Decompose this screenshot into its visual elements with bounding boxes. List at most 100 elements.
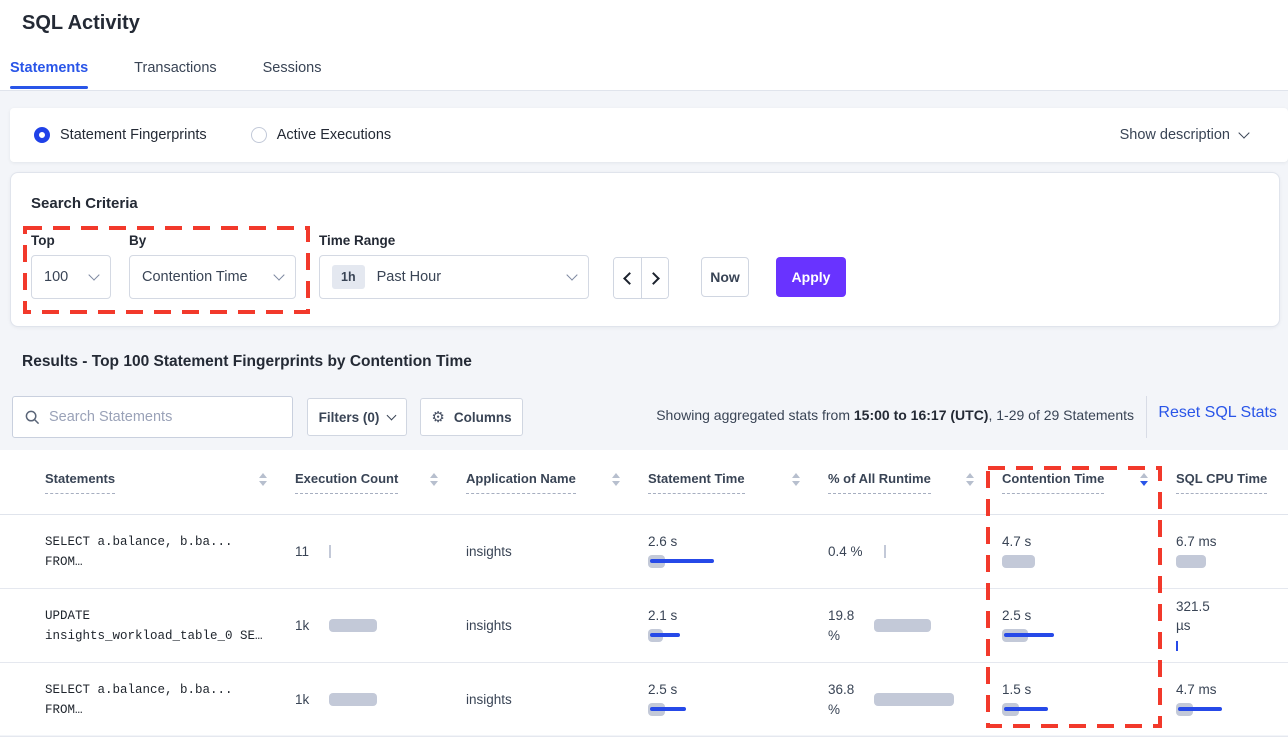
sql-cpu-time-cell: 4.7 ms [1166,682,1288,717]
application-name-cell: insights [466,544,512,559]
time-range-select[interactable]: 1h Past Hour [319,255,589,299]
sort-icon-active-desc[interactable] [1140,472,1148,486]
statement-time-bar [648,555,748,569]
filters-button[interactable]: Filters (0) [307,398,407,436]
sort-icon[interactable] [612,472,620,486]
chevron-down-icon [386,410,397,421]
contention-time-cell: 2.5 s [992,608,1166,643]
top-label: Top [31,233,55,248]
application-name-cell: insights [466,618,512,633]
column-header-execution-count[interactable]: Execution Count [285,471,456,494]
radio-label: Statement Fingerprints [60,127,207,143]
view-toggle-bar: Statement Fingerprints Active Executions… [10,108,1288,162]
runtime-pct-bar [884,544,904,559]
sort-icon[interactable] [259,472,267,486]
sort-icon[interactable] [966,472,974,486]
execution-count-bar [329,618,429,633]
chevron-down-icon [1238,127,1250,139]
chevron-down-icon [88,269,100,281]
contention-time-cell: 4.7 s [992,534,1166,569]
execution-count-cell: 11 [285,544,456,559]
contention-time-bar [1002,629,1102,643]
stats-time-range: 15:00 to 16:17 (UTC) [853,407,989,423]
columns-label: Columns [453,409,512,425]
show-description-label: Show description [1119,127,1230,143]
sql-cpu-time-bar [1176,640,1276,655]
chevron-down-icon [273,269,285,281]
gear-icon: ⚙ [431,409,445,426]
statement-link[interactable]: UPDATE insights_workload_table_0 SE… [45,608,263,643]
statement-link[interactable]: SELECT a.balance, b.ba... FROM… [45,682,233,717]
statement-time-cell: 2.6 s [638,534,818,569]
top-select[interactable]: 100 [31,255,111,299]
contention-time-bar [1002,703,1102,717]
by-select-value: Contention Time [142,269,248,285]
search-input[interactable] [49,409,280,425]
radio-label: Active Executions [276,127,392,143]
next-time-button[interactable] [641,258,668,298]
column-header-sql-cpu-time[interactable]: SQL CPU Time [1166,471,1288,494]
execution-count-bar [329,544,429,559]
sql-cpu-time-cell: 321.5 µs [1166,597,1288,655]
show-description-toggle[interactable]: Show description [1119,127,1250,143]
runtime-pct-cell: 36.8 % [818,680,992,720]
sort-icon[interactable] [430,472,438,486]
by-select[interactable]: Contention Time [129,255,296,299]
chevron-down-icon [566,269,578,281]
search-criteria-card: Search Criteria Top By Time Range 100 Co… [10,172,1280,327]
statement-time-cell: 2.5 s [638,682,818,717]
sql-cpu-time-bar [1176,703,1276,717]
runtime-pct-bar [874,692,959,707]
tab-statements[interactable]: Statements [10,60,89,89]
search-criteria-title: Search Criteria [31,195,138,212]
table-header-row: Statements Execution Count Application N… [0,450,1288,515]
aggregated-stats-text: Showing aggregated stats from 15:00 to 1… [656,407,1134,423]
sql-cpu-time-cell: 6.7 ms [1166,534,1288,569]
tab-sessions[interactable]: Sessions [262,60,322,76]
runtime-pct-cell: 0.4 % [818,542,992,562]
execution-count-cell: 1k [285,618,456,633]
radio-unselected-icon [250,127,267,143]
statements-table: Statements Execution Count Application N… [0,450,1288,737]
statement-time-bar [648,703,748,717]
runtime-pct-cell: 19.8 % [818,606,992,646]
results-heading: Results - Top 100 Statement Fingerprints… [22,353,472,370]
statement-link[interactable]: SELECT a.balance, b.ba... FROM… [45,534,233,569]
prev-time-button[interactable] [614,258,641,298]
radio-active-executions[interactable]: Active Executions [250,127,392,143]
column-header-statement-time[interactable]: Statement Time [638,471,818,494]
column-header-runtime-pct[interactable]: % of All Runtime [818,471,992,494]
statement-search-box [12,396,293,438]
reset-sql-stats-link[interactable]: Reset SQL Stats [1158,404,1277,421]
apply-button[interactable]: Apply [776,257,846,297]
table-row: SELECT a.balance, b.ba... FROM… 1k insig… [0,663,1288,737]
execution-count-cell: 1k [285,692,456,707]
contention-time-bar [1002,555,1102,569]
sort-icon[interactable] [792,472,800,486]
time-range-value: Past Hour [376,269,442,285]
column-header-contention-time[interactable]: Contention Time [992,471,1166,494]
sql-cpu-time-bar [1176,555,1276,569]
execution-count-bar [329,692,429,707]
page-title: SQL Activity [22,12,140,34]
time-range-label: Time Range [319,233,396,248]
columns-button[interactable]: ⚙ Columns [420,398,523,436]
tab-bar: Statements Transactions Sessions [10,60,321,89]
by-label: By [129,233,147,248]
application-name-cell: insights [466,692,512,707]
top-select-value: 100 [44,269,69,285]
now-button[interactable]: Now [701,257,749,297]
search-icon [25,410,40,424]
contention-time-cell: 1.5 s [992,682,1166,717]
column-header-statements[interactable]: Statements [35,471,285,494]
column-header-application-name[interactable]: Application Name [456,471,638,494]
chevron-left-icon [623,271,636,285]
statement-time-cell: 2.1 s [638,608,818,643]
tab-transactions[interactable]: Transactions [134,60,217,76]
chevron-right-icon [646,271,660,285]
radio-statement-fingerprints[interactable]: Statement Fingerprints [34,127,207,143]
runtime-pct-bar [874,618,934,633]
time-pager [613,257,669,299]
table-row: SELECT a.balance, b.ba... FROM… 11 insig… [0,515,1288,589]
statement-time-bar [648,629,748,643]
